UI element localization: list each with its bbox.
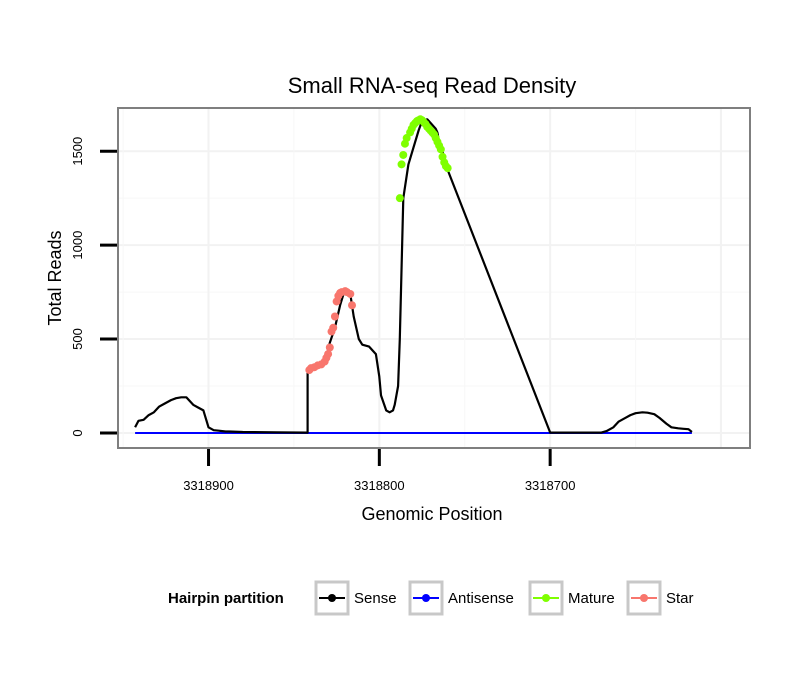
y-tick-label: 500 (70, 328, 85, 350)
x-tick-label: 3318700 (525, 478, 576, 493)
legend-entries: Sense Antisense Mature Star (314, 580, 694, 616)
legend-key-point (542, 594, 550, 602)
y-axis-title: Total Reads (45, 230, 65, 325)
x-axis: 3318900 3318800 3318700 (183, 449, 575, 493)
star-point (329, 323, 338, 332)
y-tick-label: 1000 (70, 231, 85, 260)
y-axis: 0 500 1000 1500 (70, 137, 117, 437)
mature-point (395, 194, 404, 203)
star-point (324, 350, 333, 359)
star-point (325, 343, 334, 352)
legend-label: Mature (568, 590, 615, 607)
legend-label: Antisense (448, 590, 514, 607)
x-axis-title: Genomic Position (361, 504, 502, 524)
legend: Hairpin partition Sense Antisense Mature St… (168, 580, 694, 616)
star-point (348, 301, 357, 310)
legend-key-point (422, 594, 430, 602)
legend-entry-sense: Sense (314, 580, 397, 616)
legend-entry-star: Star (626, 580, 694, 616)
plot-panel (118, 108, 750, 448)
chart-title: Small RNA-seq Read Density (288, 73, 577, 98)
mature-point (397, 160, 406, 169)
grid-lines (118, 108, 750, 448)
legend-entry-antisense: Antisense (408, 580, 514, 616)
x-tick-label: 3318800 (354, 478, 405, 493)
mature-point (399, 150, 408, 159)
legend-title: Hairpin partition (168, 590, 284, 607)
legend-entry-mature: Mature (528, 580, 615, 616)
star-point (330, 312, 339, 321)
series-layer (134, 115, 693, 434)
legend-key-point (640, 594, 648, 602)
y-tick-label: 0 (70, 429, 85, 436)
star-point (346, 289, 355, 298)
series-points-star (305, 287, 357, 375)
legend-label: Star (666, 590, 694, 607)
legend-key-point (328, 594, 336, 602)
series-line-sense (134, 118, 693, 434)
plot-border (117, 107, 751, 449)
legend-label: Sense (354, 590, 397, 607)
series-points-mature (395, 115, 452, 203)
mature-point (436, 145, 445, 154)
mature-point (443, 164, 452, 173)
y-tick-label: 1500 (70, 137, 85, 166)
x-tick-label: 3318900 (183, 478, 234, 493)
